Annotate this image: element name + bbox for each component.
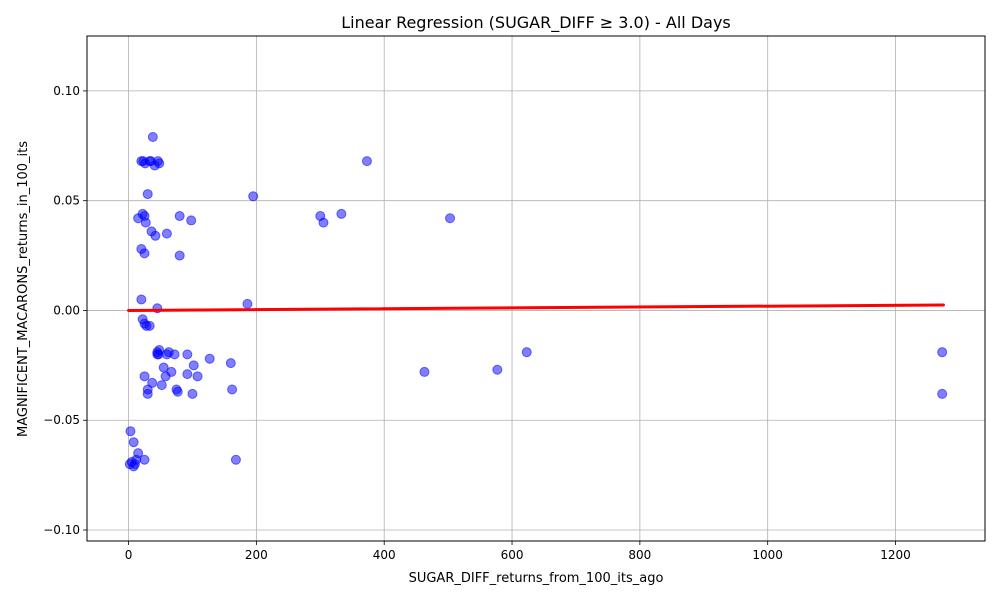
data-point [140,217,151,228]
data-point [154,158,165,169]
data-point [142,384,153,395]
x-axis-ticks: 0 200 400 600 800 1000 1200 [125,541,911,562]
data-point [136,294,147,305]
data-point [186,215,197,226]
data-point [144,320,155,331]
y-tick-label: 0.10 [53,84,80,98]
grid [87,36,985,541]
x-tick-label: 200 [245,548,268,562]
y-tick-label: −0.05 [43,413,80,427]
regression-line-group [127,303,945,312]
x-tick-label: 1000 [752,548,783,562]
data-point [937,347,948,358]
data-point [188,360,199,371]
data-point [128,437,139,448]
data-point [225,358,236,369]
data-point [521,347,532,358]
x-tick-label: 400 [373,548,396,562]
data-point [174,211,185,222]
plot-area-frame [86,35,986,542]
data-point [142,189,153,200]
data-point [169,349,180,360]
data-point [147,132,158,142]
y-axis-ticks: −0.10 −0.05 0.00 0.05 0.10 [43,84,87,537]
regression-line [127,303,945,312]
data-point [492,364,503,375]
data-point [230,454,241,465]
data-point [156,380,167,391]
data-point [182,369,193,380]
y-tick-label: −0.10 [43,523,80,537]
x-tick-label: 0 [125,548,133,562]
data-point [139,371,150,382]
data-point [172,386,183,397]
data-point [150,230,161,241]
data-point [125,426,136,437]
data-point [166,366,177,377]
data-point [133,448,144,459]
x-axis-label: SUGAR_DIFF_returns_from_100_its_ago [409,571,664,586]
data-point [187,388,198,399]
data-points [124,132,948,472]
data-point [336,208,347,219]
data-point [161,228,172,239]
x-tick-label: 1200 [880,548,911,562]
y-axis-label: MAGNIFICENT_MACARONS_returns_in_100_its [16,141,31,437]
data-point [318,217,329,228]
data-point [445,213,456,224]
data-point [204,353,215,364]
data-point [192,371,203,382]
data-point [227,384,238,395]
y-tick-label: 0.05 [53,194,80,208]
data-point [248,191,259,202]
chart-title: Linear Regression (SUGAR_DIFF ≥ 3.0) - A… [341,13,731,33]
x-tick-label: 800 [628,548,651,562]
data-point [145,156,156,167]
data-point [419,366,430,377]
y-tick-label: 0.00 [53,303,80,317]
data-point [242,298,253,309]
data-point [182,349,193,360]
data-point [361,156,372,167]
x-tick-label: 600 [501,548,524,562]
data-point [152,347,163,358]
data-point [139,248,150,259]
data-point [174,250,185,261]
data-point [937,388,948,399]
